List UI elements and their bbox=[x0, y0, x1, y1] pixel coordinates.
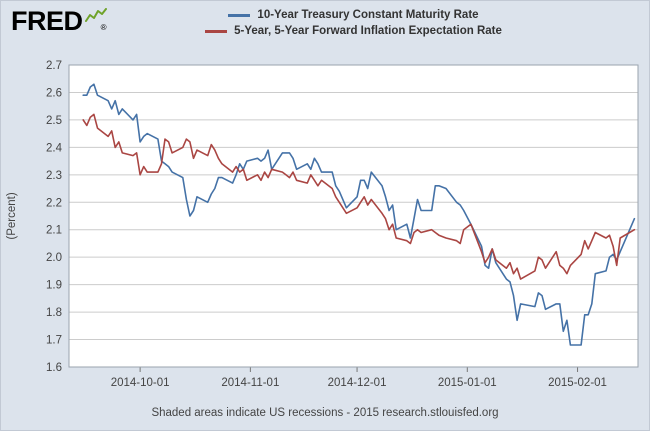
y-axis-tick-label: 2.2 bbox=[46, 197, 62, 209]
x-axis-tick-label: 2014-10-01 bbox=[111, 377, 170, 389]
legend-item-treasury: 10-Year Treasury Constant Maturity Rate bbox=[228, 9, 479, 21]
y-axis-tick-label: 2.7 bbox=[46, 60, 62, 72]
y-axis-tick-label: 2.0 bbox=[46, 252, 62, 264]
plot-area bbox=[69, 65, 638, 367]
y-axis-tick-label: 2.5 bbox=[46, 115, 62, 127]
fred-logo: FRED ® bbox=[11, 8, 107, 35]
y-axis-tick-label: 2.1 bbox=[46, 225, 62, 237]
legend-label: 10-Year Treasury Constant Maturity Rate bbox=[257, 9, 479, 21]
x-axis-tick-label: 2014-12-01 bbox=[328, 377, 387, 389]
x-axis-tick-label: 2014-11-01 bbox=[221, 377, 279, 389]
y-axis-tick-label: 1.9 bbox=[46, 280, 62, 292]
x-axis-tick-label: 2015-02-01 bbox=[548, 377, 607, 389]
series-line-2 bbox=[82, 113, 636, 280]
fred-logo-mark: ® bbox=[84, 8, 107, 32]
legend-swatch-blue bbox=[228, 13, 251, 17]
plot-border bbox=[68, 64, 639, 368]
chart-svg: 1.6 1.7 1.8 1.9 2.0 2.1 2.2 2.3 2.4 2.5 2.6 2.7 2014… bbox=[6, 60, 639, 389]
x-axis-tick-label: 2015-01-01 bbox=[438, 377, 497, 389]
fred-logo-text: FRED bbox=[11, 6, 83, 36]
footer-note: Shaded areas indicate US recessions - 20… bbox=[151, 407, 499, 419]
chart-legend: 10-Year Treasury Constant Maturity Rate … bbox=[69, 1, 638, 37]
y-axis-tick-label: 2.4 bbox=[46, 142, 63, 154]
legend-item-inflation: 5-Year, 5-Year Forward Inflation Expecta… bbox=[205, 25, 502, 37]
sparkline-icon bbox=[84, 8, 107, 22]
y-axis-tick-label: 1.7 bbox=[46, 335, 62, 347]
legend-swatch-red bbox=[205, 29, 228, 33]
series-line-1 bbox=[82, 83, 636, 346]
legend-label: 5-Year, 5-Year Forward Inflation Expecta… bbox=[234, 25, 502, 37]
y-axis-tick-label: 2.3 bbox=[46, 170, 62, 182]
y-axis-tick-label: 2.6 bbox=[46, 87, 62, 99]
chart-header: FRED ® 10-Year Treasury Constant Maturit… bbox=[1, 1, 649, 53]
y-axis-title: (Percent) bbox=[6, 192, 18, 239]
y-axis-tick-label: 1.6 bbox=[46, 362, 62, 374]
y-axis-tick-label: 1.8 bbox=[46, 307, 62, 319]
registered-trademark: ® bbox=[100, 23, 107, 32]
